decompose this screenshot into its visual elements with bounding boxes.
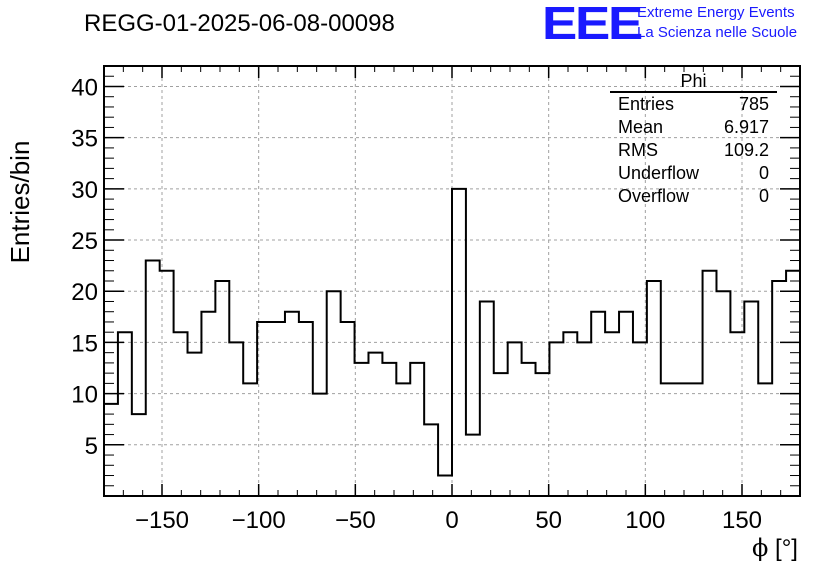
x-axis-title: ϕ [°] xyxy=(752,534,798,563)
histogram-bin xyxy=(549,342,563,496)
histogram-bin xyxy=(257,322,271,496)
y-tick-label: 10 xyxy=(71,382,98,409)
y-tick-label: 25 xyxy=(71,228,98,255)
histogram-bin xyxy=(563,332,577,496)
histogram-bin xyxy=(188,353,202,496)
stat-value: 109.2 xyxy=(723,140,769,160)
histogram-bin xyxy=(689,383,703,496)
eee-logo: EEE xyxy=(542,0,643,49)
histogram-bin xyxy=(466,435,480,496)
x-tick-label: 150 xyxy=(722,507,762,534)
histogram-bin xyxy=(382,363,396,496)
histogram-bin xyxy=(341,322,355,496)
stat-key: Mean xyxy=(618,117,664,137)
y-axis-title-wrapper: Entries/bin xyxy=(5,112,35,292)
histogram-bin xyxy=(424,424,438,496)
stat-key: RMS xyxy=(618,140,658,160)
histogram-bin xyxy=(508,342,522,496)
histogram-step-line xyxy=(104,187,800,477)
histogram-bin xyxy=(675,383,689,496)
histogram-bin xyxy=(647,281,661,496)
stat-row-entries: Entries 785 xyxy=(610,93,777,116)
logo-subtitle-line2: La Scienza nelle Scuole xyxy=(637,24,798,41)
histogram-bin xyxy=(605,332,619,496)
histogram-bin xyxy=(494,373,508,496)
x-tick-label: 50 xyxy=(535,507,562,534)
histogram-bin xyxy=(146,261,160,496)
y-tick-label: 35 xyxy=(71,126,98,153)
histogram-bin xyxy=(355,363,369,496)
x-tick-label: −100 xyxy=(232,507,286,534)
histogram-bin xyxy=(299,322,313,496)
histogram-bin xyxy=(703,271,717,496)
y-tick-label: 40 xyxy=(71,74,98,101)
x-tick-label: −50 xyxy=(335,507,376,534)
stat-value: 0 xyxy=(758,186,769,206)
stat-row-underflow: Underflow 0 xyxy=(610,162,777,185)
run-title: REGG-01-2025-06-08-00098 xyxy=(84,10,395,37)
histogram-bin xyxy=(215,281,229,496)
y-tick-label: 30 xyxy=(71,177,98,204)
histogram-bin xyxy=(536,373,550,496)
histogram-bin xyxy=(758,383,772,496)
stat-value: 785 xyxy=(738,94,769,114)
histogram-bin xyxy=(104,404,118,496)
stat-key: Entries xyxy=(618,94,675,114)
logo-subtitle-line1: Extreme Energy Events xyxy=(637,4,795,21)
x-tick-label: 0 xyxy=(445,507,458,534)
histogram-bin xyxy=(480,301,494,496)
x-tick-label: −150 xyxy=(135,507,189,534)
histogram-bin xyxy=(201,312,215,496)
y-tick-label: 15 xyxy=(71,330,98,357)
histogram-bin xyxy=(229,342,243,496)
histogram-bin xyxy=(619,312,633,496)
histogram-bin xyxy=(577,342,591,496)
x-tick-label: 100 xyxy=(625,507,665,534)
histogram-bin xyxy=(591,312,605,496)
stat-key: Overflow xyxy=(618,186,690,206)
stat-key: Underflow xyxy=(618,163,700,183)
histogram-bin xyxy=(285,312,299,496)
histogram-bin xyxy=(396,383,410,496)
histogram-bin xyxy=(772,281,786,496)
y-tick-label: 5 xyxy=(85,433,98,460)
axis-tick-labels: −150 −100 −50 0 50 100 150 5 10 15 20 25 30 35 40 xyxy=(71,74,762,534)
histogram-bin xyxy=(271,322,285,496)
stat-value: 6.917 xyxy=(723,117,769,137)
histogram-bin xyxy=(633,342,647,496)
stats-title: Phi xyxy=(610,72,777,93)
x-axis-unit: [°] xyxy=(775,535,798,562)
axis-ticks xyxy=(104,66,800,496)
histogram-bin xyxy=(174,332,188,496)
histogram-bin xyxy=(368,353,382,496)
stat-value: 0 xyxy=(758,163,769,183)
histogram-bin xyxy=(118,332,132,496)
histogram-bin xyxy=(661,383,675,496)
y-tick-label: 20 xyxy=(71,279,98,306)
histogram-bin xyxy=(522,363,536,496)
histogram-bin xyxy=(132,414,146,496)
stat-row-rms: RMS 109.2 xyxy=(610,139,777,162)
histogram-bin xyxy=(410,363,424,496)
histogram-bin xyxy=(438,476,452,496)
stats-box: Phi Entries 785 Mean 6.917 RMS 109.2 Und… xyxy=(610,72,777,208)
histogram-bin xyxy=(744,301,758,496)
y-axis-title: Entries/bin xyxy=(5,140,35,264)
stat-row-mean: Mean 6.917 xyxy=(610,116,777,139)
histogram-bin xyxy=(243,383,257,496)
phi-symbol: ϕ xyxy=(752,534,769,562)
stat-row-overflow: Overflow 0 xyxy=(610,185,777,208)
